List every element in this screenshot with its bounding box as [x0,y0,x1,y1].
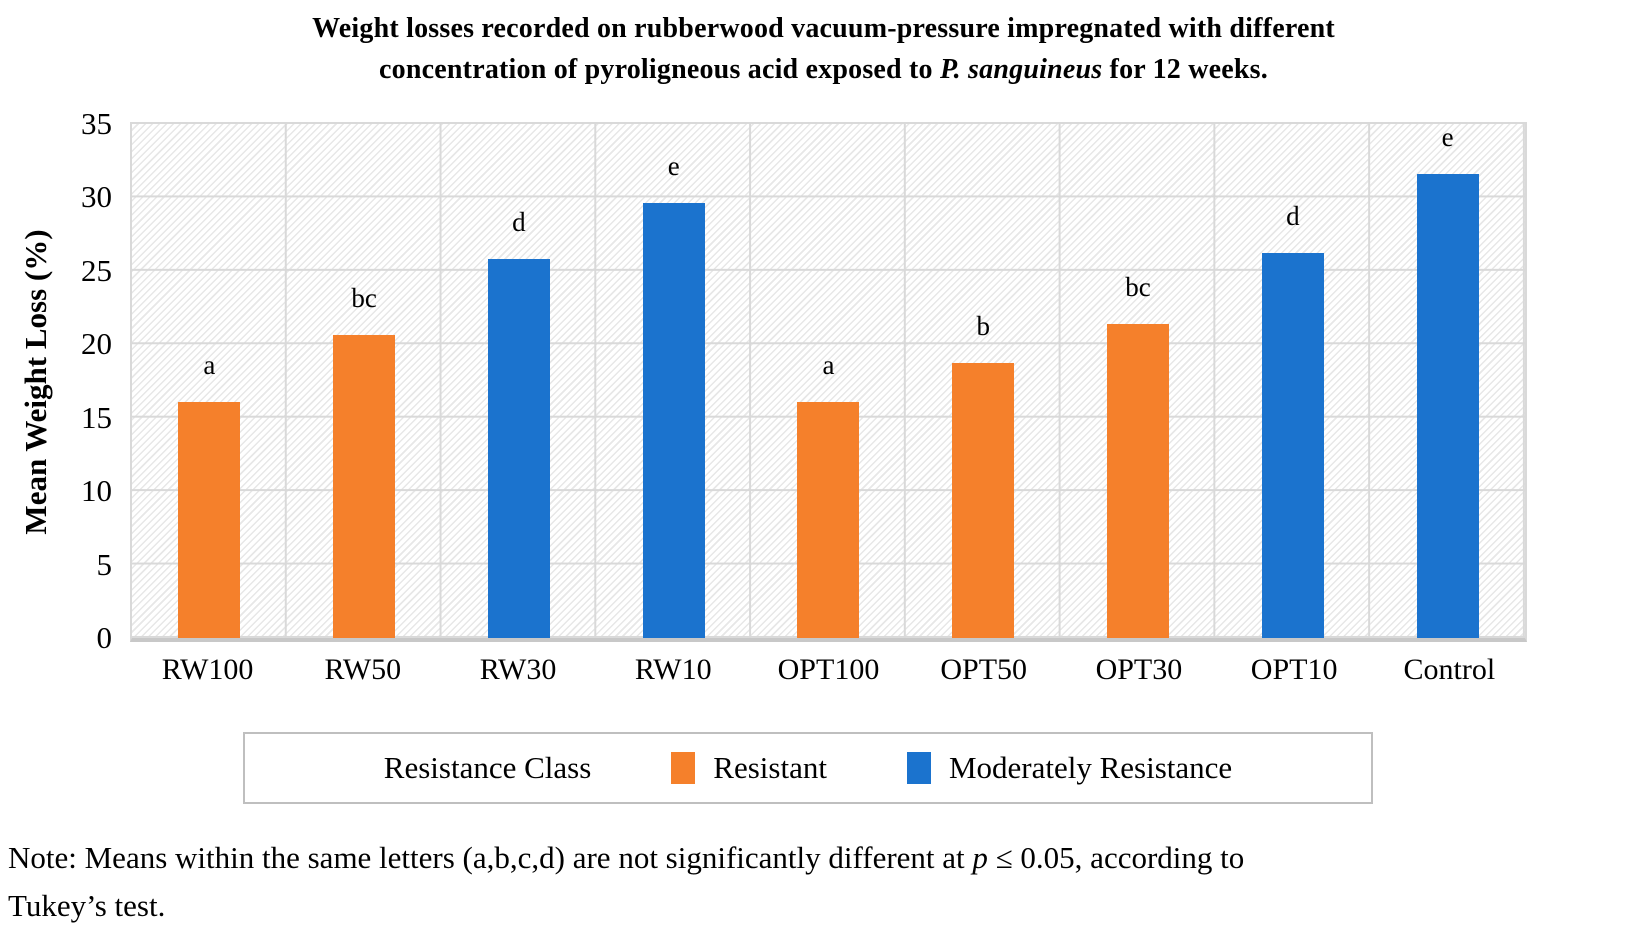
chart-title-line2: concentration of pyroligneous acid expos… [0,49,1647,90]
bar-column-opt10: d [1215,124,1370,638]
y-tick-label-10: 10 [81,473,112,509]
chart-title: Weight losses recorded on rubberwood vac… [0,8,1647,90]
bar-rw100 [178,401,241,638]
significance-letter: e [1441,121,1454,152]
figure-note: Note: Means within the same letters (a,b… [8,834,1640,930]
bar-column-rw50: bc [287,124,442,638]
bar-column-opt30: bc [1061,124,1216,638]
note-line2: Tukey’s test. [8,888,166,923]
x-tick-label-rw50: RW50 [324,653,402,686]
bar-column-rw100: a [132,124,287,638]
chart-title-species-italic: P. sanguineus [939,54,1103,85]
note-line1-post: ≤ 0.05, according to [987,840,1245,875]
bar-opt30 [1107,323,1170,638]
significance-letter: bc [351,283,377,314]
x-tick-label-opt100: OPT100 [777,653,880,686]
x-axis-tick-labels: RW100 RW50 RW30 RW10 OPT100 OPT50 OPT30 OPT10 Co… [130,652,1527,688]
significance-letter: a [203,349,216,380]
legend-item-label: Resistant [713,750,827,785]
x-tick-label-opt50: OPT50 [940,653,1028,686]
y-tick-label-30: 30 [81,179,112,215]
bar-rw10 [642,203,705,638]
y-tick-label-5: 5 [96,546,113,582]
bar-opt100 [797,401,860,638]
bar-column-rw10: e [596,124,751,638]
legend-item: Resistant [671,750,827,786]
bar-column-control: e [1370,121,1525,638]
y-tick-label-20: 20 [81,326,112,362]
y-tick-label-35: 35 [81,106,112,141]
legend-item: Moderately Resistance [906,750,1233,786]
legend-title: Resistance Class [383,750,592,785]
bar-column-opt100: a [751,124,906,638]
note-line1: Note: Means within the same letters (a,b… [8,834,1640,882]
x-tick-label-rw30: RW30 [479,653,557,686]
y-tick-label-0: 0 [96,620,113,655]
bar-opt10 [1261,253,1324,638]
bar-rw50 [333,335,396,638]
significance-letter: a [822,349,835,380]
bar-opt50 [952,363,1015,638]
chart-title-line2-post: for 12 weeks. [1102,54,1268,85]
significance-letter: bc [1125,271,1151,302]
chart-title-line1: Weight losses recorded on rubberwood vac… [312,13,1335,44]
significance-letter: d [512,207,526,238]
x-tick-label-rw10: RW10 [634,653,712,686]
legend-items: Resistant Moderately Resistance [671,750,1232,786]
legend-swatch-icon [671,752,696,784]
x-tick-label-control: Control [1403,653,1496,686]
significance-letter: d [1286,201,1300,232]
x-tick-label-opt30: OPT30 [1095,653,1183,686]
bar-column-opt50: b [906,124,1061,638]
x-tick-label-opt10: OPT10 [1250,653,1338,686]
note-line1-pre: Note: Means within the same letters (a,b… [8,840,973,875]
x-tick-label-rw100: RW100 [161,653,254,686]
bar-control [1416,173,1479,638]
legend-item-label: Moderately Resistance [948,750,1233,785]
bar-rw30 [487,259,550,638]
plot-area: a bc d e a b bc d e [130,122,1527,642]
legend: Resistance Class Resistant Moderately Res… [243,732,1373,804]
legend-swatch-icon [906,752,931,784]
significance-letter: b [976,311,991,342]
y-tick-label-25: 25 [81,252,112,288]
chart-title-line2-pre: concentration of pyroligneous acid expos… [379,54,940,85]
bar-column-rw30: d [442,124,597,638]
y-tick-label-15: 15 [81,399,112,435]
note-p-italic: p [972,840,988,875]
significance-letter: e [667,151,680,182]
